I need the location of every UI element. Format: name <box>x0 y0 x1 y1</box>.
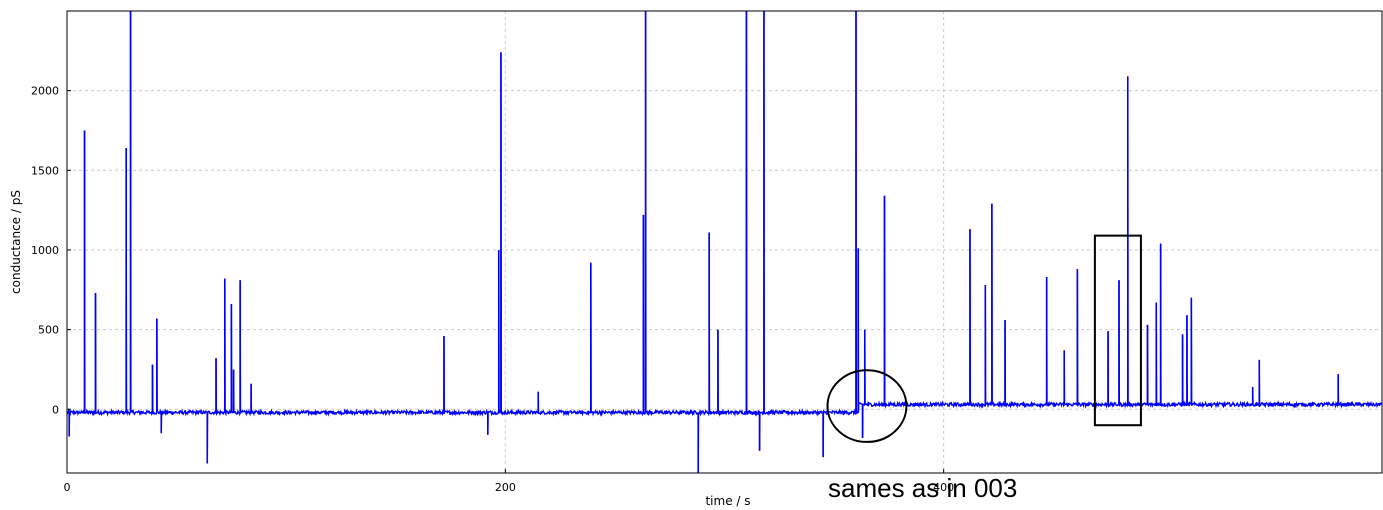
y-tick-label: 0 <box>52 403 59 416</box>
highlight-circle <box>826 369 908 443</box>
y-axis-label: conductance / pS <box>9 190 23 294</box>
ticks: 0 500 1000 1500 2000 0 200 400 <box>31 85 954 494</box>
x-tick-label: 400 <box>933 481 954 494</box>
y-tick-label: 1000 <box>31 244 59 257</box>
y-tick-label: 2000 <box>31 85 59 98</box>
series-line <box>66 10 1383 474</box>
annotation-markers <box>826 234 1142 443</box>
highlight-box <box>1093 234 1142 427</box>
conductance-trace <box>66 10 1383 474</box>
x-tick-label: 0 <box>64 481 71 494</box>
y-tick-label: 500 <box>38 324 59 337</box>
plot-frame <box>66 10 1383 474</box>
y-tick-label: 1500 <box>31 164 59 177</box>
annotation-text: sames as in 003 <box>828 473 1017 503</box>
x-axis-label: time / s <box>705 494 750 508</box>
x-tick-label: 200 <box>495 481 516 494</box>
